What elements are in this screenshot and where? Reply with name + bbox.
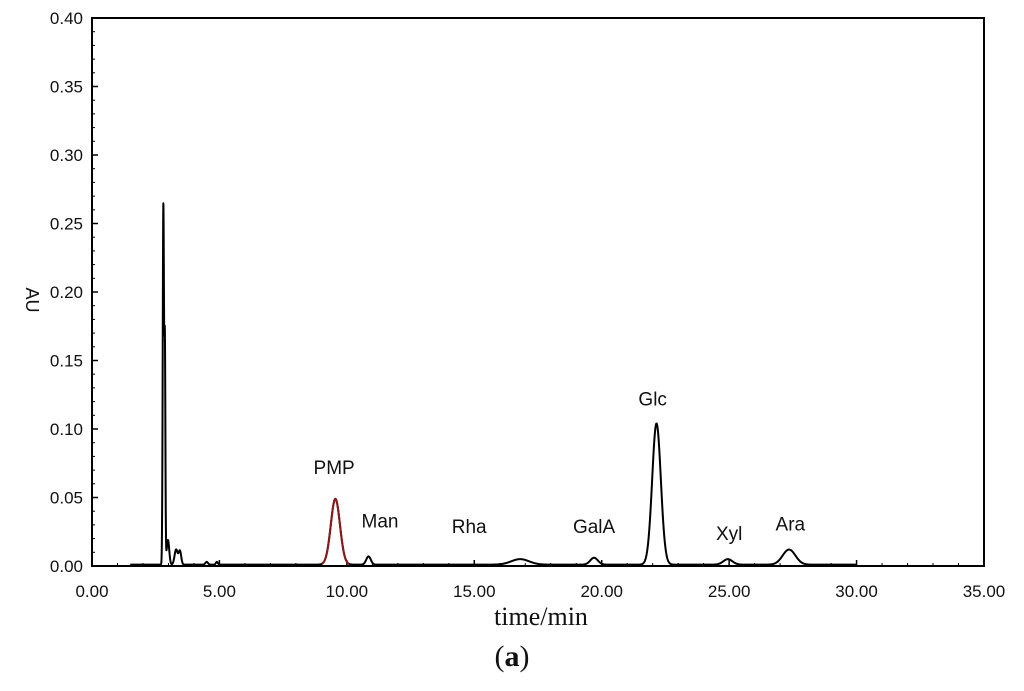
peak-label-ara: Ara	[776, 514, 806, 535]
series	[129, 202, 858, 566]
peak-label-glc: Glc	[638, 390, 667, 411]
pmp-peak-highlight	[321, 497, 350, 565]
x-tick-label: 10.00	[326, 582, 369, 601]
y-tick-label: 0.30	[50, 146, 83, 165]
caption-label: a	[504, 640, 520, 673]
y-tick-label: 0.05	[50, 489, 83, 508]
y-tick-label: 0.15	[50, 352, 83, 371]
axes	[91, 17, 985, 567]
x-tick-label: 25.00	[708, 582, 751, 601]
x-tick-label: 0.00	[75, 582, 108, 601]
x-tick-label: 15.00	[453, 582, 496, 601]
y-tick-label: 0.00	[50, 557, 83, 576]
plot-frame	[91, 17, 985, 567]
y-tick-label: 0.10	[50, 420, 83, 439]
peak-label-pmp: PMP	[314, 458, 355, 479]
peak-labels: PMP Man Rha GalA Glc Xyl Ara	[314, 390, 806, 545]
peak-label-gala: GalA	[573, 517, 616, 538]
peak-label-man: Man	[362, 512, 399, 533]
chromatogram-trace	[129, 202, 858, 566]
y-tick-label: 0.40	[50, 9, 83, 28]
y-axis-label: AU	[22, 287, 42, 312]
x-tick-label: 30.00	[835, 582, 878, 601]
x-axis-label: time/min	[494, 602, 588, 631]
y-tick-label: 0.35	[50, 78, 83, 97]
x-tick-label: 5.00	[203, 582, 236, 601]
tick-marks: 0.00 5.00 10.00 15.00 20.00 25.00 30.00 35.00 0.…	[50, 9, 1005, 601]
x-tick-label: 35.00	[963, 582, 1006, 601]
chromatogram-chart: 0.00 5.00 10.00 15.00 20.00 25.00 30.00 35.00 0.…	[22, 9, 1005, 631]
peak-label-rha: Rha	[452, 517, 487, 538]
x-tick-label: 20.00	[580, 582, 623, 601]
figure-caption: (a)	[494, 640, 530, 673]
y-tick-label: 0.20	[50, 283, 83, 302]
y-tick-label: 0.25	[50, 215, 83, 234]
peak-label-xyl: Xyl	[716, 524, 742, 545]
